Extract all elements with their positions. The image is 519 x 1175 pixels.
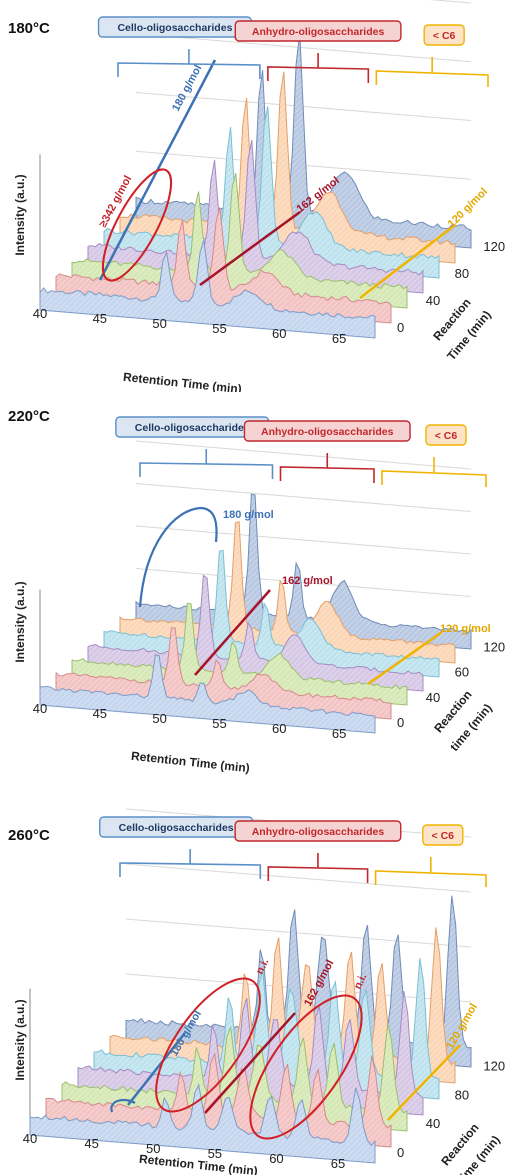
ridge-row bbox=[39, 653, 376, 734]
z-tick-label: 0 bbox=[397, 320, 404, 335]
group-label: Cello-oligosaccharides bbox=[117, 22, 232, 34]
x-tick-label: 55 bbox=[208, 1146, 222, 1161]
ridge-series bbox=[39, 440, 472, 734]
x-tick-label: 65 bbox=[331, 1156, 345, 1171]
x-tick-label: 45 bbox=[84, 1136, 98, 1151]
group-label: < C6 bbox=[433, 30, 456, 42]
annotation-label: n.i. bbox=[254, 957, 272, 976]
chart-panel-180c: 180°C Intensity (a.u.) Retention Time (m… bbox=[0, 0, 519, 392]
group-label-box bbox=[243, 420, 411, 442]
ridge-row bbox=[135, 33, 472, 249]
x-tick-label: 55 bbox=[212, 716, 226, 731]
group-label-box bbox=[234, 820, 402, 842]
ridge-series bbox=[29, 808, 472, 1164]
z-tick-label: 60 bbox=[455, 665, 469, 680]
annotation-label: 162 g/mol bbox=[282, 575, 333, 587]
group-label: < C6 bbox=[432, 830, 455, 842]
annotation-layer: 180 g/mol 162 g/mol 120 g/mol bbox=[138, 506, 491, 686]
group-label: < C6 bbox=[435, 430, 458, 442]
ridge-row bbox=[71, 172, 408, 309]
y-axis-label: Intensity (a.u.) bbox=[13, 581, 27, 662]
group-label: Anhydro-oligosaccharides bbox=[252, 26, 385, 38]
x-ticks: 40 45 50 55 60 65 bbox=[23, 1131, 346, 1171]
x-tick-label: 65 bbox=[332, 331, 346, 346]
ridge-row bbox=[29, 1083, 376, 1164]
group-brackets: Cello-oligosaccharides Anhydro-oligosacch… bbox=[99, 816, 487, 887]
x-tick-label: 40 bbox=[33, 306, 47, 321]
group-label-box bbox=[234, 20, 402, 42]
x-tick-label: 45 bbox=[93, 311, 107, 326]
y-axis-label: Intensity (a.u.) bbox=[13, 999, 27, 1080]
chart-220c: 220°C Intensity (a.u.) Retention Time (m… bbox=[8, 408, 505, 775]
group-label: Anhydro-oligosaccharides bbox=[261, 426, 394, 438]
panel-title: 180°C bbox=[8, 20, 50, 37]
chart-260c: 260°C Intensity (a.u.) Retention Time (m… bbox=[8, 808, 505, 1175]
chart-panel-260c: 260°C Intensity (a.u.) Retention Time (m… bbox=[0, 785, 519, 1175]
z-tick-label: 0 bbox=[397, 1145, 404, 1160]
x-tick-label: 60 bbox=[272, 721, 286, 736]
x-tick-label: 60 bbox=[269, 1151, 283, 1166]
annotation-label: 120 g/mol bbox=[440, 623, 491, 635]
panel-title: 220°C bbox=[8, 408, 50, 425]
x-axis-label: Retention Time (min) bbox=[130, 749, 250, 775]
group-label: Cello-oligosaccharides bbox=[119, 822, 234, 834]
x-tick-label: 65 bbox=[332, 726, 346, 741]
y-axis-label: Intensity (a.u.) bbox=[13, 174, 27, 255]
z-ticks: 0 40 80 120 bbox=[397, 1059, 505, 1160]
z-tick-label: 80 bbox=[455, 1087, 469, 1102]
group-brackets: Cello-oligosaccharides Anhydro-oligosacch… bbox=[97, 16, 489, 87]
z-tick-label: 120 bbox=[483, 639, 505, 654]
z-tick-label: 40 bbox=[426, 1116, 440, 1131]
group-brackets: Cello-oligosaccharides Anhydro-oligosacch… bbox=[115, 416, 487, 487]
ridge-row bbox=[39, 240, 376, 339]
annotation-label: 120 g/mol bbox=[446, 186, 490, 230]
chart-180c: 180°C Intensity (a.u.) Retention Time (m… bbox=[8, 0, 505, 392]
ridge-row bbox=[87, 140, 424, 294]
x-tick-label: 40 bbox=[23, 1131, 37, 1146]
x-tick-label: 50 bbox=[146, 1141, 160, 1156]
z-tick-label: 120 bbox=[483, 1059, 505, 1074]
ridge-series bbox=[39, 0, 472, 339]
x-tick-label: 40 bbox=[33, 701, 47, 716]
z-tick-label: 0 bbox=[397, 715, 404, 730]
group-label-box bbox=[423, 24, 465, 46]
x-tick-label: 50 bbox=[152, 711, 166, 726]
z-ticks: 0 40 80 120 bbox=[397, 239, 505, 335]
z-tick-label: 40 bbox=[426, 690, 440, 705]
x-ticks: 40 45 50 55 60 65 bbox=[33, 306, 347, 346]
group-label-box bbox=[422, 824, 464, 846]
x-tick-label: 50 bbox=[152, 316, 166, 331]
ridge-row bbox=[119, 71, 456, 264]
x-tick-label: 60 bbox=[272, 326, 286, 341]
x-tick-label: 55 bbox=[212, 321, 226, 336]
group-label-box bbox=[425, 424, 467, 446]
chart-panel-220c: 220°C Intensity (a.u.) Retention Time (m… bbox=[0, 392, 519, 785]
z-tick-label: 40 bbox=[426, 293, 440, 308]
group-label: Cello-oligosaccharides bbox=[135, 422, 250, 434]
z-tick-label: 80 bbox=[455, 266, 469, 281]
z-tick-label: 120 bbox=[483, 239, 505, 254]
x-axis-label: Retention Time (min) bbox=[122, 370, 242, 392]
x-tick-label: 45 bbox=[93, 706, 107, 721]
group-label: Anhydro-oligosaccharides bbox=[252, 826, 385, 838]
annotation-label: 180 g/mol bbox=[223, 509, 274, 521]
z-ticks: 0 40 60 120 bbox=[397, 639, 505, 730]
panel-title: 260°C bbox=[8, 827, 50, 844]
x-ticks: 40 45 50 55 60 65 bbox=[33, 701, 347, 741]
